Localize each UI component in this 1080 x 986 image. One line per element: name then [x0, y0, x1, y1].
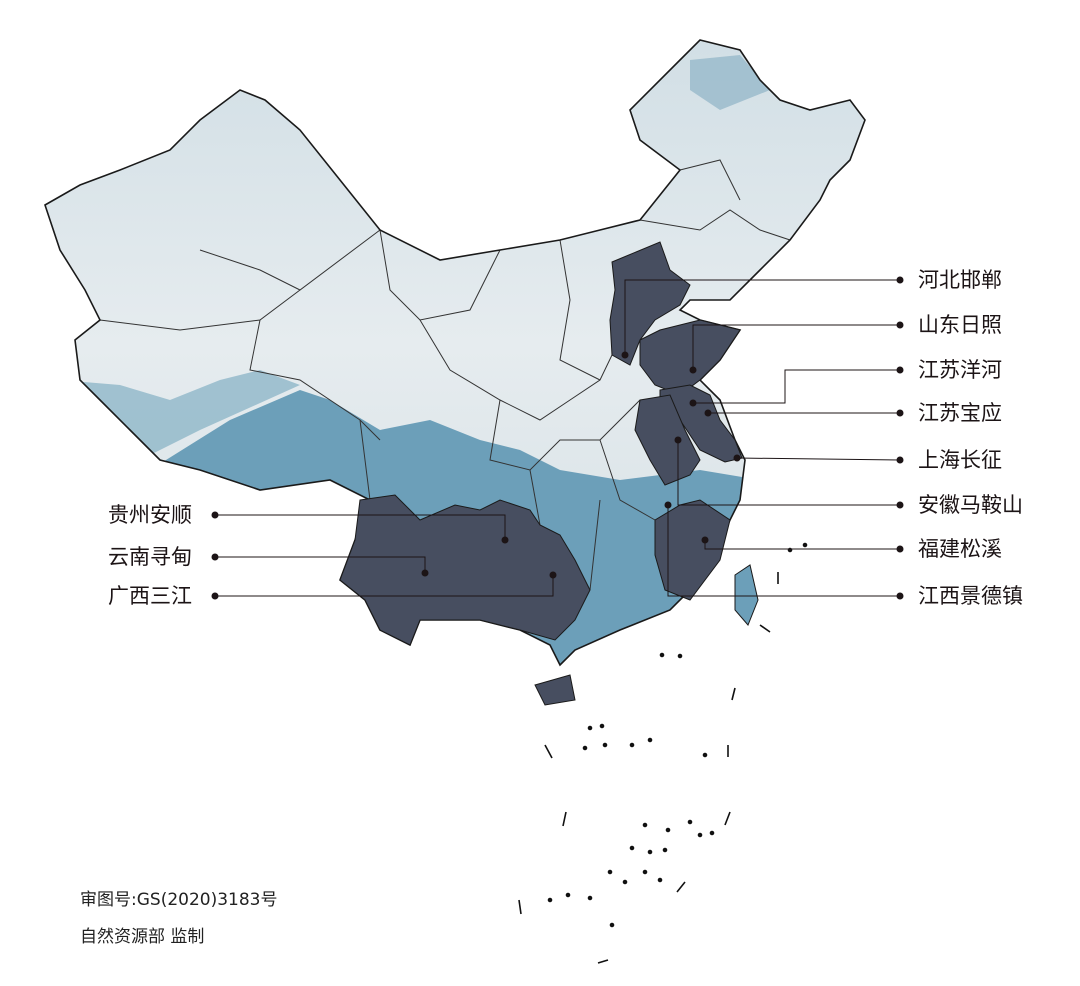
- label-fujian-songxi: 福建松溪: [918, 537, 1002, 561]
- leader-line-jingdezhen: [667, 505, 900, 597]
- map-approval-number: 审图号:GS(2020)3183号: [80, 890, 278, 910]
- leader-line-rizhao: [692, 324, 900, 370]
- taiwan: [734, 564, 759, 626]
- highlighted-provinces: [339, 241, 743, 706]
- label-guangxi-sanjiang: 广西三江: [108, 584, 192, 608]
- label-anhui-maanshan: 安徽马鞍山: [918, 493, 1023, 517]
- leader-line-yanghe: [693, 369, 900, 404]
- leader-line-changzheng: [736, 457, 901, 461]
- south-sea-islands: [518, 542, 808, 964]
- label-yunnan-xundian: 云南寻甸: [108, 545, 192, 569]
- leader-line-songxi: [704, 540, 900, 550]
- label-shanghai-changzheng: 上海长征: [918, 448, 1002, 472]
- label-jiangsu-yanghe: 江苏洋河: [918, 358, 1002, 382]
- label-hebei-handan: 河北邯郸: [918, 268, 1002, 292]
- region-hainan: [534, 674, 576, 706]
- region-anhui: [634, 394, 701, 486]
- leader-line-handan: [624, 279, 900, 355]
- label-shandong-rizhao: 山东日照: [918, 313, 1002, 337]
- leader-line-xundian: [215, 556, 426, 573]
- leader-lines: [215, 279, 901, 597]
- province-borders: [99, 159, 791, 591]
- label-jiangsu-baoying: 江苏宝应: [918, 401, 1002, 425]
- region-southwest: [339, 494, 591, 646]
- location-markers: [211, 276, 904, 600]
- label-jiangxi-jingdezhen: 江西景德镇: [918, 584, 1023, 608]
- leader-line-anshun: [215, 514, 506, 540]
- leader-line-maanshan: [677, 440, 900, 506]
- label-guizhou-anshun: 贵州安顺: [108, 503, 192, 527]
- leader-line-sanjiang: [215, 575, 554, 597]
- region-jiangxi-fujian: [654, 499, 731, 601]
- map-issuer: 自然资源部 监制: [80, 927, 205, 947]
- region-shandong: [639, 319, 741, 396]
- region-hebei: [609, 241, 691, 366]
